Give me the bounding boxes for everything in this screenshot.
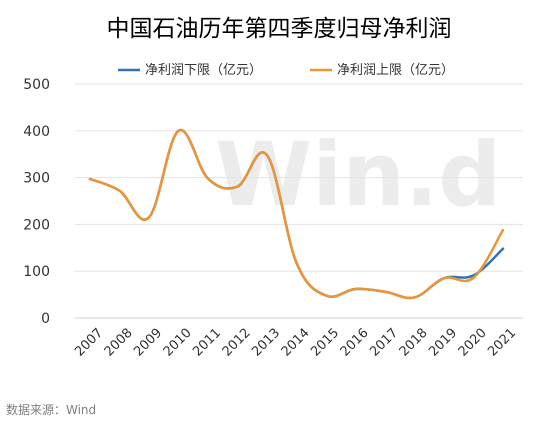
y-tick-label: 300 (23, 171, 50, 187)
legend-label-lower: 净利润下限（亿元） (145, 63, 262, 78)
y-tick-label: 0 (41, 311, 50, 327)
legend-label-upper: 净利润上限（亿元） (337, 63, 454, 78)
y-tick-label: 400 (23, 124, 50, 140)
y-axis-ticks: 0 100 200 300 400 500 (23, 77, 50, 327)
chart-title: 中国石油历年第四季度归母净利润 (107, 16, 452, 42)
watermark: Win.d (215, 123, 501, 226)
y-tick-label: 200 (23, 217, 50, 233)
y-tick-label: 100 (23, 264, 50, 280)
source-note: 数据来源：Wind (6, 402, 96, 417)
legend: 净利润下限（亿元） 净利润上限（亿元） (118, 63, 454, 78)
series-line-upper (88, 129, 505, 300)
y-tick-label: 500 (23, 77, 50, 93)
series-lines (88, 129, 505, 300)
